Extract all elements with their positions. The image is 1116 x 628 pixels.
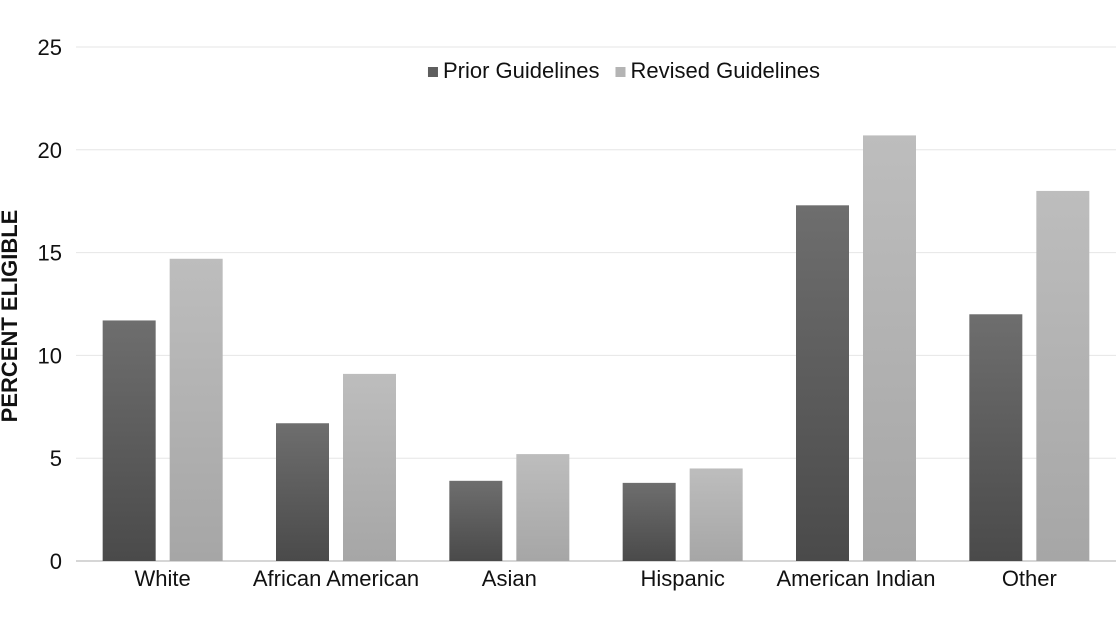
legend-swatch [615, 67, 626, 77]
x-category-label: American Indian [777, 566, 936, 591]
bars [102, 135, 1090, 562]
y-axis-tick-labels: 0 5 10 15 20 25 [38, 35, 62, 574]
legend-item: Prior Guidelines [427, 58, 600, 83]
legend: Prior Guidelines Revised Guidelines [427, 58, 820, 83]
y-tick-label: 25 [38, 35, 62, 60]
bar-revised [516, 454, 570, 561]
legend-label: Revised Guidelines [630, 58, 820, 83]
bar-revised [343, 373, 396, 561]
y-tick-label: 5 [50, 446, 62, 471]
legend-label: Prior Guidelines [443, 58, 600, 83]
bar-revised [863, 135, 916, 561]
y-tick-label: 20 [38, 138, 62, 163]
gridlines [76, 46, 1116, 562]
bar-revised [169, 258, 223, 561]
x-category-label: Hispanic [640, 566, 724, 591]
bar-revised [689, 468, 743, 561]
bar-prior [622, 482, 676, 561]
legend-swatch [427, 67, 438, 77]
y-axis-label: PERCENT ELIGIBLE [0, 210, 22, 423]
bar-prior [102, 320, 156, 561]
x-axis-category-labels: White African American Asian Hispanic Americ… [135, 566, 1057, 591]
y-tick-label: 0 [50, 549, 62, 574]
x-category-label: Asian [482, 566, 537, 591]
bar-prior [796, 205, 849, 561]
y-tick-label: 10 [38, 343, 62, 368]
bar-revised [1036, 190, 1090, 562]
bar-prior [969, 314, 1023, 561]
bar-prior [449, 480, 503, 561]
x-category-label: White [135, 566, 191, 591]
y-tick-label: 15 [38, 241, 62, 266]
bar-prior [276, 423, 329, 561]
legend-item: Revised Guidelines [615, 58, 820, 83]
x-category-label: Other [1002, 566, 1057, 591]
x-category-label: African American [253, 566, 419, 591]
